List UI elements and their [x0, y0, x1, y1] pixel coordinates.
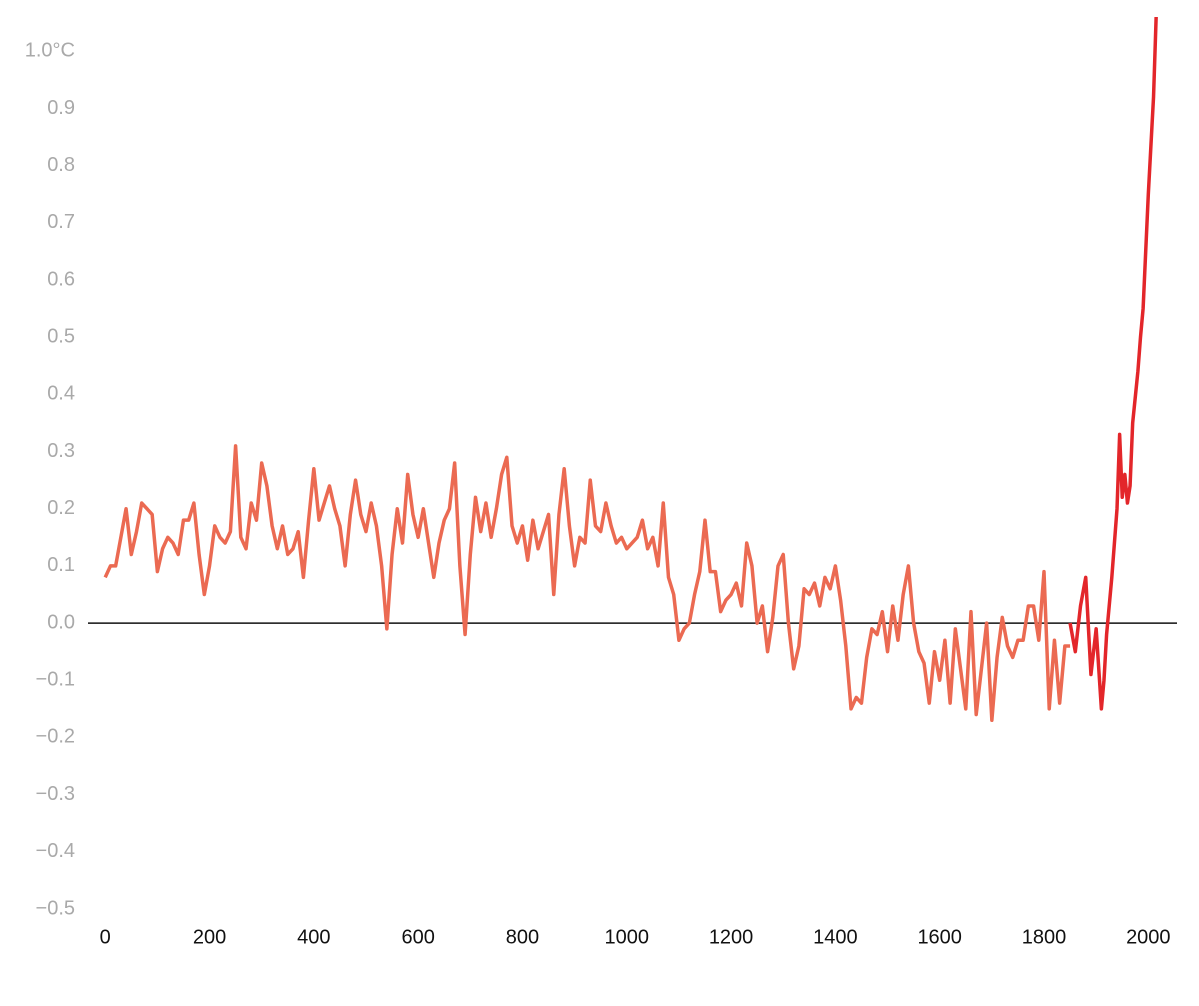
- y-tick-label: 0.1: [47, 554, 75, 576]
- y-tick-label: 0.6: [47, 268, 75, 290]
- x-tick-label: 2000: [1126, 926, 1171, 948]
- x-tick-label: 400: [297, 926, 330, 948]
- y-tick-label: 0.7: [47, 211, 75, 233]
- x-tick-label: 200: [193, 926, 226, 948]
- y-tick-label: 0.8: [47, 154, 75, 176]
- x-tick-label: 1000: [605, 926, 650, 948]
- y-tick-label: 1.0°C: [25, 40, 75, 62]
- x-tick-label: 0: [100, 926, 111, 948]
- y-tick-label: 0.4: [47, 383, 75, 405]
- y-tick-label: 0.2: [47, 497, 75, 519]
- line-series: [1068, 16, 1158, 711]
- y-tick-label: 0.0: [47, 611, 75, 633]
- y-tick-label: −0.2: [36, 726, 75, 748]
- y-tick-label: −0.4: [36, 840, 75, 862]
- x-tick-label: 1600: [917, 926, 962, 948]
- line-series: [103, 444, 1071, 723]
- y-tick-label: 0.5: [47, 325, 75, 347]
- x-tick-label: 600: [401, 926, 434, 948]
- x-tick-label: 1200: [709, 926, 754, 948]
- y-tick-label: −0.5: [36, 897, 75, 919]
- y-tick-label: 0.3: [47, 440, 75, 462]
- y-tick-label: −0.1: [36, 669, 75, 691]
- y-tick-label: −0.3: [36, 783, 75, 805]
- x-tick-label: 1800: [1022, 926, 1067, 948]
- x-tick-label: 800: [506, 926, 539, 948]
- y-tick-label: 0.9: [47, 97, 75, 119]
- x-tick-label: 1400: [813, 926, 858, 948]
